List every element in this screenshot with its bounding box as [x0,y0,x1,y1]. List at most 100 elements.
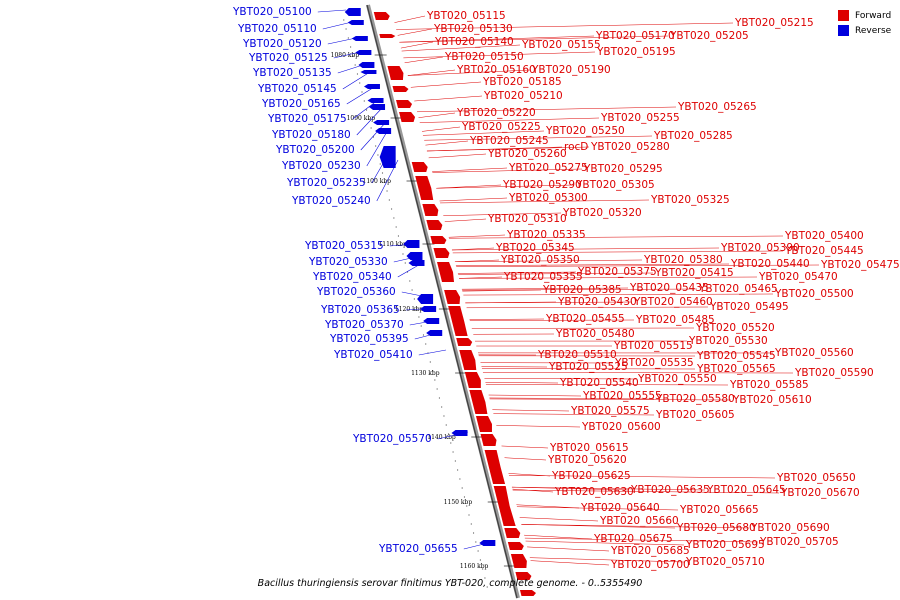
forward-gene-leader [485,383,729,386]
forward-gene-block [387,66,404,80]
tick-label: 1160 kbp [460,563,489,570]
forward-gene-leader [459,276,758,279]
forward-gene-leader [454,259,643,262]
reverse-gene-leader [437,431,469,440]
forward-gene-leader [469,318,545,320]
forward-gene-block [515,572,532,580]
forward-gene-label: YBT020_05400 [784,230,864,242]
forward-gene-label: YBT020_05650 [776,472,856,484]
legend-reverse-label: Reverse [855,25,892,36]
forward-gene-label: YBT020_05710 [685,556,765,568]
forward-gene-label: YBT020_05620 [547,454,627,466]
reverse-track-dot [479,559,481,561]
forward-gene-label: YBT020_05215 [734,17,814,29]
forward-gene-label: YBT020_05525 [548,361,628,373]
forward-gene-leader [452,250,784,254]
reverse-track-dot [436,388,438,390]
reverse-track-dot [375,145,377,147]
reverse-track-dot [411,289,413,291]
reverse-track-dot [413,298,415,300]
reverse-gene-block [420,306,437,312]
reverse-gene-label: YBT020_05230 [281,160,361,172]
reverse-track-dot [470,523,472,525]
reverse-gene-block [369,104,386,110]
forward-gene-label: YBT020_05485 [635,314,715,326]
tick-label: 1130 kbp [411,370,440,377]
forward-gene-label: YBT020_05260 [487,148,567,160]
reverse-gene-label: YBT020_05135 [252,67,332,79]
forward-gene-leader [511,486,706,491]
forward-gene-label: YBT020_05320 [562,207,642,219]
reverse-track-dot [361,91,363,93]
tick-label: 1090 kbp [347,115,376,122]
forward-gene-label: YBT020_05440 [730,258,810,270]
reverse-track-dot [359,82,361,84]
forward-gene-leader [440,199,650,204]
reverse-gene-block [417,294,434,304]
reverse-track-dot [429,361,431,363]
forward-gene-leader [529,557,685,563]
forward-gene-block [504,528,521,538]
reverse-gene-leader [352,99,379,120]
forward-gene-leader [489,398,732,401]
forward-gene-block [507,542,524,550]
reverse-track-dot [391,208,393,210]
genome-caption: Bacillus thuringiensis serovar finitimus… [257,578,643,589]
genome-axis-shadow [366,4,520,599]
reverse-gene-label: YBT020_05410 [333,349,413,361]
reverse-track-dot [463,496,466,498]
reverse-gene-label: YBT020_05315 [304,240,384,252]
forward-gene-block [392,86,409,92]
genome-axis [366,4,518,599]
forward-gene-leader [462,288,698,291]
forward-gene-label: YBT020_05160 [456,64,536,76]
forward-gene-leader [463,293,774,296]
forward-gene-leader [459,276,503,279]
forward-gene-label: YBT020_05535 [614,357,694,369]
forward-gene-block [493,486,516,526]
forward-gene-leader [504,457,547,461]
forward-gene-label: YBT020_05695 [685,539,765,551]
reverse-gene-block [403,240,420,248]
forward-gene-leader [485,382,559,384]
forward-gene-label: YBT020_05555 [582,390,662,402]
forward-gene-label: YBT020_05375 [577,266,657,278]
forward-gene-label: YBT020_05680 [676,522,756,534]
reverse-gene-leader [322,21,353,30]
forward-gene-leader [488,394,582,397]
forward-gene-label: YBT020_05685 [610,545,690,557]
forward-gene-block [444,290,461,304]
forward-gene-block [480,434,497,446]
reverse-track-dot [377,154,379,156]
reverse-track-dot [445,424,447,426]
forward-gene-leader [426,146,590,152]
forward-gene-leader [451,247,495,251]
reverse-gene-label: YBT020_05180 [271,129,351,141]
forward-gene-label: YBT020_05670 [780,487,860,499]
reverse-gene-block [451,430,468,436]
forward-gene-leader [466,306,709,309]
forward-gene-label: YBT020_05170 [595,30,675,42]
forward-gene-label: YBT020_05475 [820,259,900,271]
forward-gene-label: YBT020_05700 [610,559,690,571]
forward-gene-label: YBT020_05605 [655,409,735,421]
forward-gene-label: YBT020_05600 [581,421,661,433]
reverse-track-dot [484,577,486,579]
forward-gene-leader [397,28,433,36]
forward-gene-block [399,112,416,122]
forward-gene-label: YBT020_05615 [549,442,629,454]
reverse-gene-label: YBT020_05165 [261,98,341,110]
reverse-gene-label: YBT020_05330 [308,256,388,268]
reverse-gene-block [408,260,425,266]
forward-gene-label: YBT020_05295 [583,163,663,175]
reverse-swatch [838,25,849,36]
forward-gene-label: YBT020_05220 [456,107,536,119]
forward-gene-leader [432,167,508,172]
reverse-gene-leader [397,261,425,278]
reverse-gene-block [367,98,384,103]
reverse-gene-leader [389,243,417,247]
reverse-gene-label: YBT020_05175 [267,113,347,125]
forward-gene-leader [521,524,750,529]
reverse-gene-label: YBT020_05395 [329,333,409,345]
